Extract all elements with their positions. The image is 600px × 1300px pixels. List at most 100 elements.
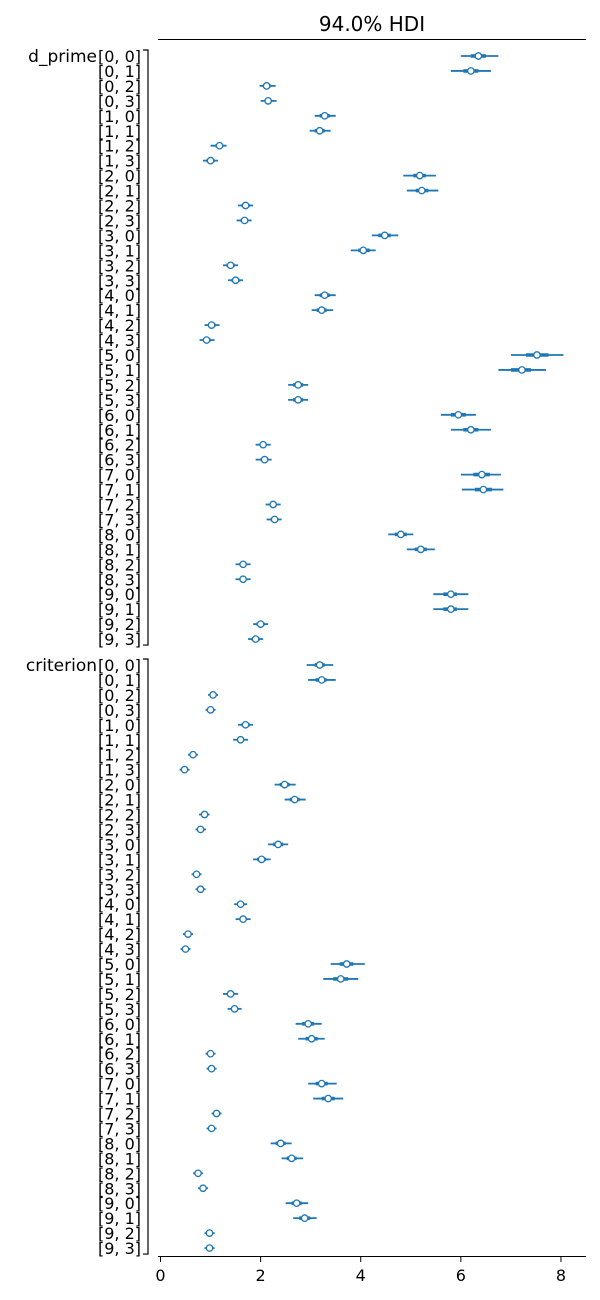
row-label: [6, 3] xyxy=(98,451,141,470)
row-label: [6, 2] xyxy=(98,1045,141,1064)
row-label: [8, 1] xyxy=(98,540,141,559)
row-label: [1, 0] xyxy=(98,716,141,735)
row-label: [9, 1] xyxy=(98,1209,141,1228)
point-estimate-marker xyxy=(359,246,368,255)
point-estimate-marker xyxy=(479,485,488,494)
row-label: [1, 3] xyxy=(98,152,141,171)
row-label: [2, 3] xyxy=(98,211,141,230)
point-estimate-marker xyxy=(236,735,245,744)
row-label: [0, 3] xyxy=(98,92,141,111)
point-estimate-marker xyxy=(292,1199,301,1208)
row-label: [1, 1] xyxy=(98,122,141,141)
point-estimate-marker xyxy=(241,201,250,210)
point-estimate-marker xyxy=(315,126,324,135)
row-label: [8, 1] xyxy=(98,1149,141,1168)
row-label: [8, 3] xyxy=(98,570,141,589)
point-estimate-marker xyxy=(212,1109,221,1118)
row-label: [6, 1] xyxy=(98,421,141,440)
point-estimate-marker xyxy=(231,276,240,285)
point-estimate-marker xyxy=(206,156,215,165)
row-label: [3, 0] xyxy=(98,835,141,854)
point-estimate-marker xyxy=(300,1214,309,1223)
point-estimate-marker xyxy=(241,720,250,729)
row-label: [5, 1] xyxy=(98,361,141,380)
point-estimate-marker xyxy=(417,186,426,195)
point-estimate-marker xyxy=(262,82,271,90)
point-estimate-marker xyxy=(200,810,209,819)
point-estimate-marker xyxy=(202,336,211,344)
row-label: [3, 2] xyxy=(98,256,141,275)
row-label: [7, 2] xyxy=(98,496,141,515)
row-label: [1, 2] xyxy=(98,137,141,156)
row-label: [1, 1] xyxy=(98,731,141,750)
row-label: [4, 1] xyxy=(98,910,141,929)
x-tick-label: 0 xyxy=(155,1266,165,1285)
point-estimate-marker xyxy=(454,410,463,419)
point-estimate-marker xyxy=(205,1244,214,1252)
point-estimate-marker xyxy=(294,395,303,404)
row-label: [2, 0] xyxy=(98,776,141,795)
point-estimate-marker xyxy=(184,930,192,938)
point-estimate-marker xyxy=(226,261,235,270)
row-label: [2, 1] xyxy=(98,182,141,201)
point-estimate-marker xyxy=(194,1169,202,1178)
row-label: [5, 0] xyxy=(98,346,141,365)
point-estimate-marker xyxy=(317,676,326,684)
point-estimate-marker xyxy=(324,1094,333,1103)
point-estimate-marker xyxy=(446,590,455,599)
row-label: [7, 3] xyxy=(98,510,141,529)
point-estimate-marker xyxy=(226,990,235,998)
point-estimate-marker xyxy=(276,1139,285,1148)
row-label: [6, 1] xyxy=(98,1030,141,1049)
point-estimate-marker xyxy=(207,1064,216,1073)
row-label: [6, 3] xyxy=(98,1060,141,1079)
row-label: [9, 0] xyxy=(98,585,141,604)
row-label: [0, 1] xyxy=(98,62,141,81)
row-label: [9, 2] xyxy=(98,1224,141,1243)
point-estimate-marker xyxy=(230,1004,239,1013)
chart-title: 94.0% HDI xyxy=(319,12,425,36)
point-estimate-marker xyxy=(320,291,329,300)
row-label: [9, 3] xyxy=(98,630,141,649)
point-estimate-marker xyxy=(207,321,216,329)
row-label: [8, 0] xyxy=(98,525,141,544)
point-estimate-marker xyxy=(415,171,424,180)
row-label: [7, 3] xyxy=(98,1119,141,1138)
row-label: [1, 3] xyxy=(98,761,141,780)
row-label: [2, 1] xyxy=(98,791,141,810)
row-label: [7, 2] xyxy=(98,1105,141,1124)
row-label: [4, 3] xyxy=(98,940,141,959)
variable-bracket xyxy=(143,49,149,646)
point-estimate-marker xyxy=(446,605,455,614)
point-estimate-marker xyxy=(474,52,483,60)
point-estimate-marker xyxy=(396,530,405,539)
point-estimate-marker xyxy=(209,691,217,699)
x-tick-label: 4 xyxy=(356,1266,366,1285)
row-label: [1, 0] xyxy=(98,107,141,126)
row-label: [8, 2] xyxy=(98,1164,141,1183)
row-label: [9, 2] xyxy=(98,615,141,634)
point-estimate-marker xyxy=(269,500,277,509)
row-label: [2, 3] xyxy=(98,820,141,839)
row-label: [7, 0] xyxy=(98,1075,141,1094)
point-estimate-marker xyxy=(205,1229,214,1237)
row-label: [8, 0] xyxy=(98,1134,141,1153)
point-estimate-marker xyxy=(215,141,224,150)
row-label: [4, 0] xyxy=(98,286,141,305)
x-tick-label: 8 xyxy=(556,1266,566,1285)
point-estimate-marker xyxy=(240,216,249,225)
row-label: [4, 2] xyxy=(98,925,141,944)
row-label: [6, 2] xyxy=(98,436,141,455)
point-estimate-marker xyxy=(533,351,541,359)
row-label: [5, 3] xyxy=(98,1000,141,1019)
point-estimate-marker xyxy=(257,855,266,864)
row-label: [4, 1] xyxy=(98,301,141,320)
point-estimate-marker xyxy=(180,765,189,774)
row-label: [1, 2] xyxy=(98,746,141,765)
point-estimate-marker xyxy=(317,1079,326,1088)
row-label: [3, 3] xyxy=(98,880,141,899)
point-estimate-marker xyxy=(380,231,389,240)
row-label: [2, 0] xyxy=(98,167,141,186)
point-estimate-marker xyxy=(287,1154,296,1163)
